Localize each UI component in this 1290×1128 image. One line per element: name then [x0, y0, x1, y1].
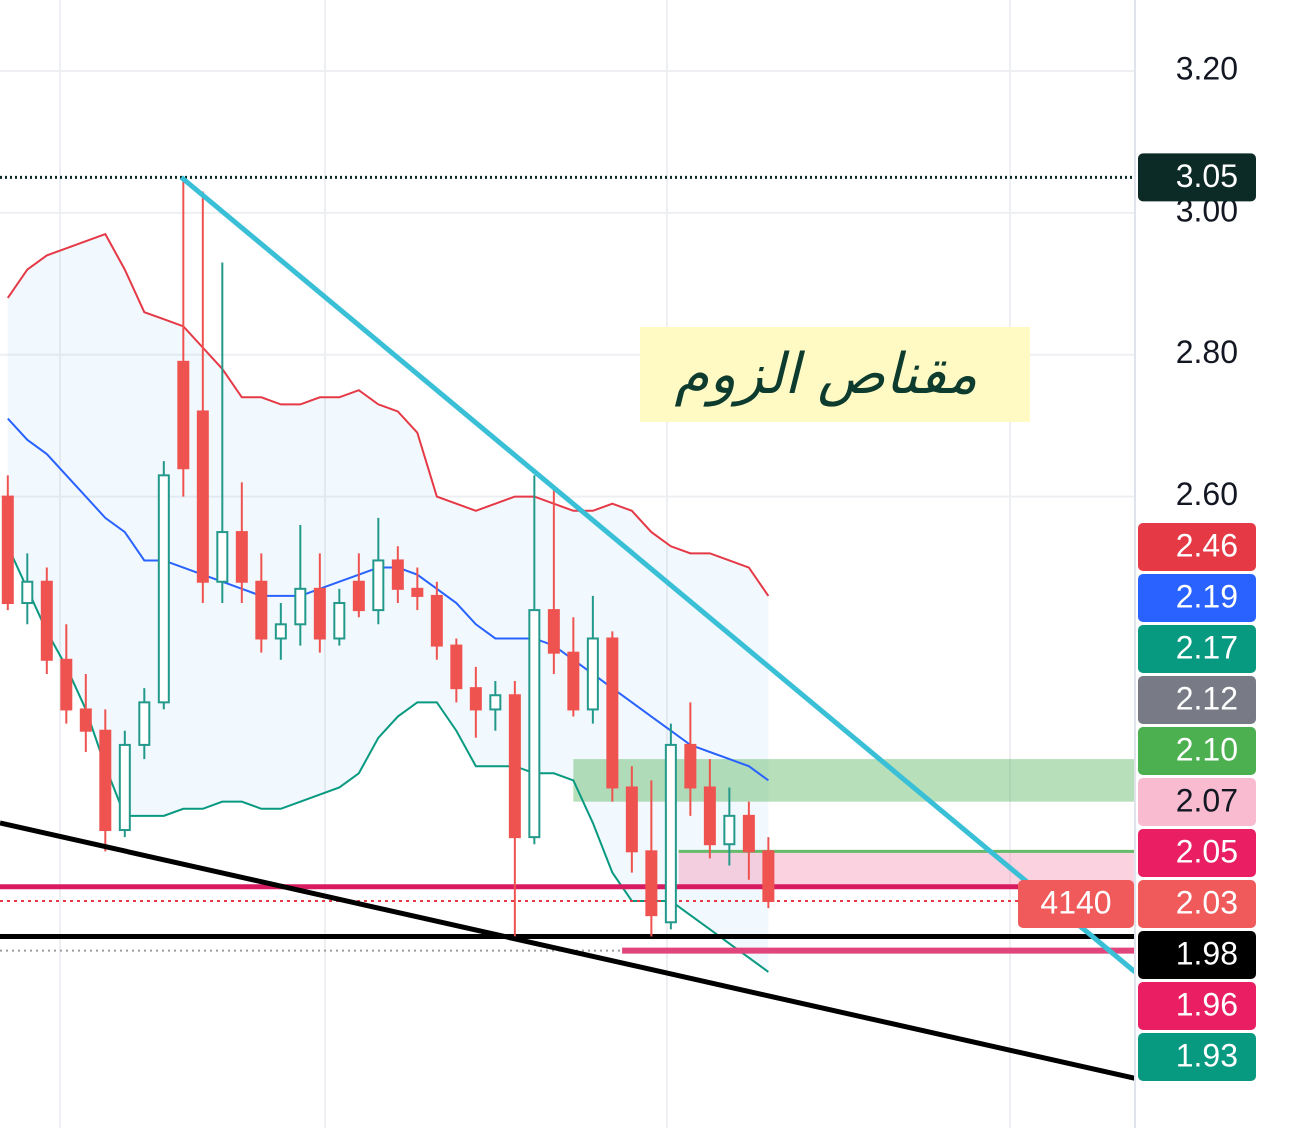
price-label-box: [1138, 574, 1256, 622]
price-axis: 2.602.803.003.203.052.462.192.172.122.10…: [1018, 50, 1256, 1081]
price-label-box: [1138, 676, 1256, 724]
candle-body: [508, 694, 521, 839]
candle-body: [703, 786, 716, 846]
trend-line: [0, 820, 1135, 1081]
price-label: 1.98: [1176, 935, 1238, 971]
price-label-box: [1138, 625, 1256, 673]
y-tick-label: 2.60: [1176, 476, 1238, 512]
candle-body: [313, 587, 326, 640]
watermark: مقناص الزوم: [674, 342, 977, 407]
candle-body: [79, 708, 92, 732]
price-label: 1.96: [1176, 986, 1238, 1022]
candle-body: [196, 410, 209, 583]
price-label-box: [1138, 523, 1256, 571]
candle-body: [40, 580, 53, 661]
price-label: 2.10: [1176, 731, 1238, 767]
price-label: 1.93: [1176, 1037, 1238, 1073]
candle-body: [664, 743, 677, 924]
candle-body: [586, 637, 599, 711]
trend-line: [179, 175, 1135, 974]
candle-body: [762, 850, 775, 902]
candle-body: [528, 609, 541, 839]
candle-body: [216, 531, 229, 583]
candle-body: [157, 474, 170, 704]
price-label-box: [1138, 153, 1256, 202]
candle-body: [469, 687, 482, 711]
y-tick-label: 3.20: [1176, 50, 1238, 86]
price-label: 2.19: [1176, 578, 1238, 614]
candle-body: [645, 850, 658, 917]
band-line: [6, 232, 770, 597]
price-label-box: [1138, 1033, 1256, 1081]
price-label-box: [1138, 982, 1256, 1030]
price-label: 2.46: [1176, 527, 1238, 563]
price-label: 2.12: [1176, 680, 1238, 716]
candle-body: [118, 743, 131, 832]
band-line: [6, 545, 769, 973]
candle-body: [177, 360, 190, 470]
band-line: [7, 417, 769, 782]
candle-body: [567, 651, 580, 711]
candle-body: [411, 587, 424, 597]
price-label: 2.03: [1176, 884, 1238, 920]
price-label: 2.05: [1176, 833, 1238, 869]
candle-body: [372, 559, 385, 612]
vertical-grid: [59, 0, 1011, 1128]
price-label-box: [1138, 778, 1256, 826]
candle-body: [684, 743, 697, 789]
zone: [573, 759, 1135, 802]
plot: [0, 69, 1135, 1081]
candle-body: [138, 701, 151, 746]
candle-body: [255, 580, 268, 640]
candle-body: [1, 495, 14, 605]
candle-body: [723, 814, 736, 846]
price-label-box: [1138, 880, 1256, 928]
y-tick-label: 2.80: [1176, 334, 1238, 370]
candle-body: [274, 623, 287, 640]
price-label: 2.07: [1176, 782, 1238, 818]
watermark-box: [640, 327, 1030, 422]
price-label-box: [1138, 931, 1256, 979]
candle-body: [391, 559, 404, 590]
countdown: 4140: [1040, 884, 1111, 920]
candle-body: [430, 594, 443, 647]
candle-body: [625, 786, 638, 853]
price-label-box: [1138, 727, 1256, 775]
candle-body: [294, 587, 307, 626]
price-label-box: [1138, 829, 1256, 877]
candle-body: [235, 531, 248, 583]
candle-body: [352, 580, 365, 612]
candle-body: [99, 729, 112, 832]
candle-body: [333, 602, 346, 640]
candle-body: [21, 580, 34, 605]
price-label: 3.05: [1176, 158, 1238, 194]
candle-body: [489, 694, 502, 711]
candle-body: [547, 609, 560, 654]
countdown-box: [1018, 880, 1134, 928]
candle-body: [606, 637, 619, 789]
price-label: 2.17: [1176, 629, 1238, 665]
candle-body: [60, 658, 73, 711]
candle-body: [742, 814, 755, 853]
candle-body: [450, 644, 463, 690]
